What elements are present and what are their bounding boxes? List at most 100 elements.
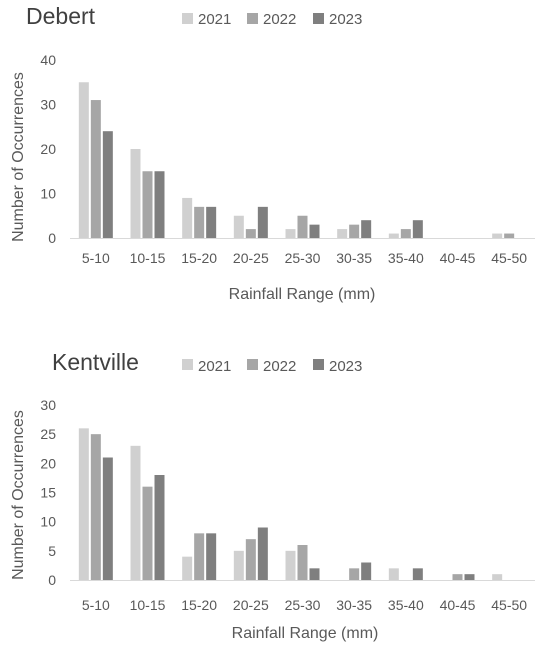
bar-2022-15-20 [194,206,205,238]
bar-2021-15-20 [182,556,193,580]
bar-2023-20-25 [257,206,268,238]
y-tick-label: 25 [40,426,56,442]
y-tick-label: 40 [40,52,56,68]
bar-2023-10-15 [154,171,165,238]
bar-2022-5-10 [90,100,101,238]
x-tick-label: 35-40 [388,597,424,613]
bar-2023-25-30 [309,224,320,238]
legend-label-2023: 2023 [329,11,362,28]
y-tick-label: 20 [40,455,56,471]
bar-2021-45-50 [492,574,503,580]
x-tick-label: 30-35 [336,250,372,266]
legend: 2021 2022 2023 [182,11,362,28]
x-tick-label: 25-30 [285,250,321,266]
bar-2022-20-25 [245,539,256,580]
y-tick-label: 20 [40,141,56,157]
legend-label-2023: 2023 [329,358,362,375]
bar-2023-20-25 [257,527,268,580]
chart-title: Kentville [52,349,139,375]
chart-debert: Debert 2021 2022 2023 Number of Occurren… [10,3,535,303]
y-tick-label: 30 [40,97,56,113]
plot-area: 0 10 20 30 40 5-10 10-15 15-20 20-25 25-30 30-35 35… [40,52,535,266]
legend-swatch-2022 [247,359,258,370]
y-tick-label: 10 [40,514,56,530]
legend-swatch-2021 [182,359,193,370]
y-axis-label: Number of Occurrences [10,410,27,580]
x-tick-label: 40-45 [440,250,476,266]
legend-swatch-2023 [313,13,324,24]
x-tick-label: 20-25 [233,597,269,613]
bar-2021-35-40 [388,233,399,238]
bar-2023-5-10 [102,131,113,238]
bar-2022-10-15 [142,171,153,238]
legend-swatch-2021 [182,13,193,24]
bar-2021-10-15 [130,445,141,580]
bar-2021-25-30 [285,550,296,580]
bar-2022-30-35 [349,224,360,238]
y-tick-label: 10 [40,186,56,202]
bar-2022-10-15 [142,486,153,580]
bar-2021-5-10 [78,82,89,238]
x-tick-label: 40-45 [440,597,476,613]
bar-2021-15-20 [182,197,193,238]
bar-2022-35-40 [400,229,411,238]
bar-2023-5-10 [102,457,113,580]
bar-2023-30-35 [361,220,372,238]
legend: 2021 2022 2023 [182,358,362,375]
chart-kentville: Kentville 2021 2022 2023 Number of Occur… [10,349,535,642]
y-tick-label: 0 [48,572,56,588]
bar-2022-20-25 [245,229,256,238]
x-tick-label: 15-20 [181,250,217,266]
bar-2023-10-15 [154,475,165,580]
y-tick-label: 0 [48,230,56,246]
y-tick-label: 15 [40,485,56,501]
bar-2021-25-30 [285,229,296,238]
bar-2022-25-30 [297,215,308,238]
x-tick-label: 20-25 [233,250,269,266]
bar-2023-30-35 [361,562,372,580]
bar-2021-5-10 [78,428,89,580]
x-tick-label: 5-10 [82,250,110,266]
x-tick-label: 30-35 [336,597,372,613]
x-tick-label: 10-15 [130,250,166,266]
bar-2021-45-50 [492,233,503,238]
bar-2021-30-35 [337,229,348,238]
legend-swatch-2022 [247,13,258,24]
plot-area: 0 5 10 15 20 25 30 5-10 10-15 15-20 20-25 25-30 30-3… [40,397,535,613]
legend-label-2022: 2022 [263,358,296,375]
bar-2022-15-20 [194,533,205,580]
legend-label-2021: 2021 [198,11,231,28]
y-axis-label: Number of Occurrences [10,72,27,242]
bar-2022-30-35 [349,568,360,580]
bar-2022-45-50 [504,233,515,238]
x-tick-label: 45-50 [491,250,527,266]
x-tick-label: 35-40 [388,250,424,266]
bar-2022-25-30 [297,545,308,580]
x-tick-label: 15-20 [181,597,217,613]
bar-2022-40-45 [452,574,463,580]
x-tick-label: 45-50 [491,597,527,613]
bar-2023-15-20 [206,206,217,238]
legend-swatch-2023 [313,359,324,370]
bar-2021-20-25 [233,215,244,238]
x-axis-label: Rainfall Range (mm) [229,286,376,303]
legend-label-2021: 2021 [198,358,231,375]
bar-2023-15-20 [206,533,217,580]
legend-label-2022: 2022 [263,11,296,28]
bar-2021-20-25 [233,550,244,580]
bar-2023-35-40 [412,568,423,580]
y-tick-label: 5 [48,543,56,559]
x-tick-label: 25-30 [285,597,321,613]
chart-title: Debert [26,3,96,29]
bar-2023-35-40 [412,220,423,238]
x-tick-label: 5-10 [82,597,110,613]
bar-2021-35-40 [388,568,399,580]
bar-2023-25-30 [309,568,320,580]
bar-2022-5-10 [90,434,101,580]
bar-2023-40-45 [464,574,475,580]
y-tick-label: 30 [40,397,56,413]
bar-2021-10-15 [130,149,141,238]
x-tick-label: 10-15 [130,597,166,613]
x-axis-label: Rainfall Range (mm) [232,625,379,642]
